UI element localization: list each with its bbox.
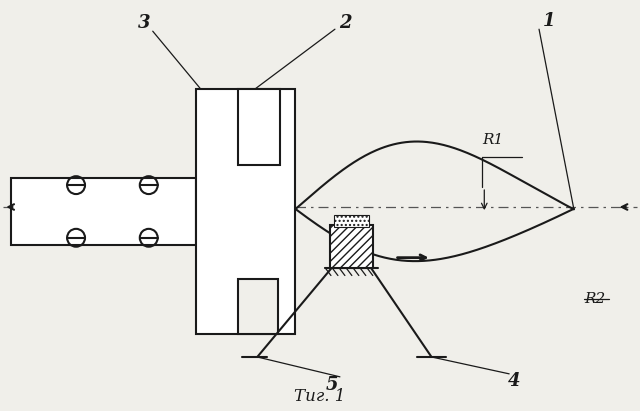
Bar bbox=[12, 178, 196, 245]
Bar bbox=[238, 89, 280, 165]
Bar bbox=[238, 279, 278, 334]
Bar bbox=[196, 89, 295, 334]
Bar bbox=[330, 225, 372, 268]
Bar bbox=[334, 215, 369, 227]
Text: Τиг. 1: Τиг. 1 bbox=[294, 388, 346, 405]
Text: R2: R2 bbox=[584, 292, 605, 306]
Text: 5: 5 bbox=[326, 376, 338, 394]
Text: 1: 1 bbox=[543, 12, 556, 30]
Text: R1: R1 bbox=[483, 134, 504, 148]
Text: 3: 3 bbox=[138, 14, 150, 32]
Text: 4: 4 bbox=[508, 372, 520, 390]
Text: 2: 2 bbox=[339, 14, 351, 32]
